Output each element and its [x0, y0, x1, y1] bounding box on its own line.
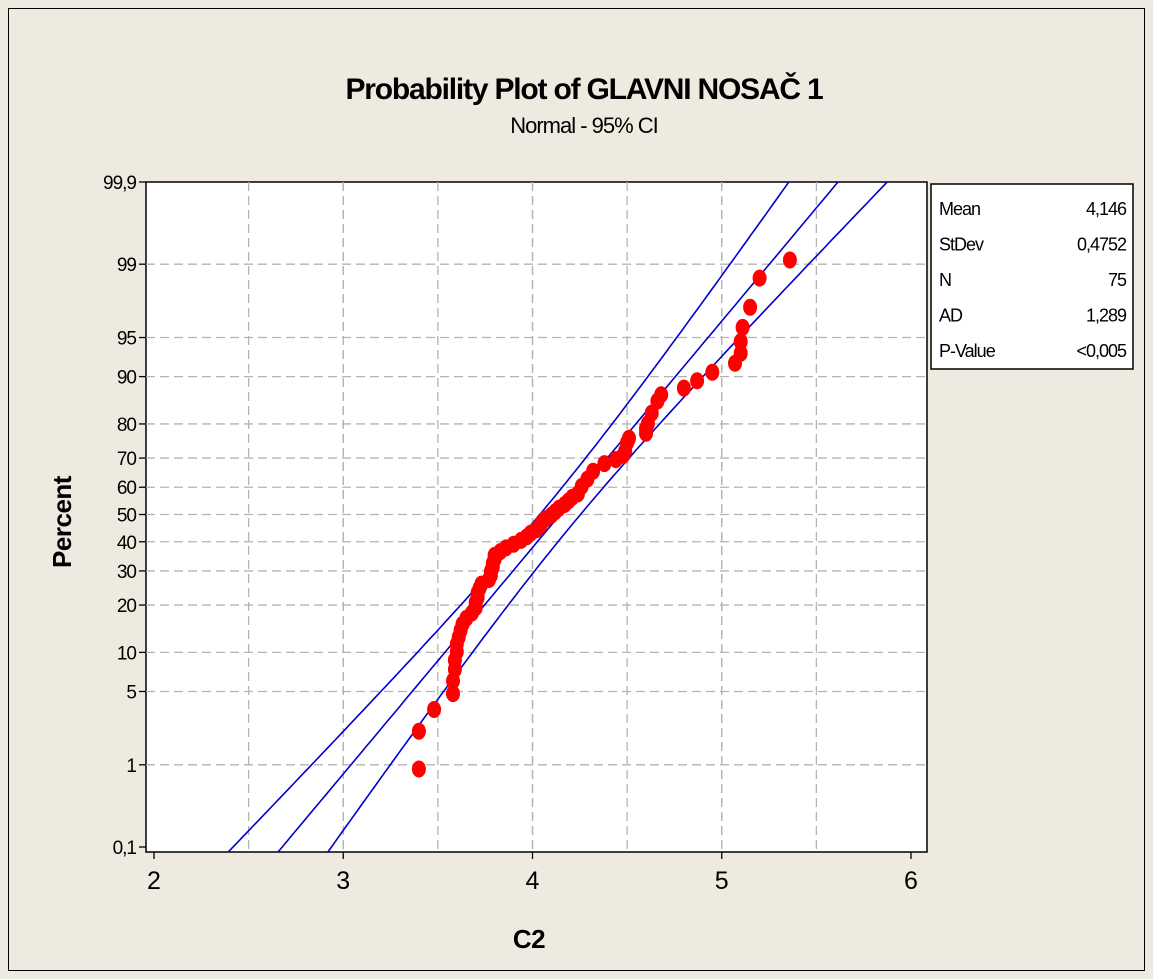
data-point: [705, 363, 720, 381]
plot-area: [145, 181, 928, 853]
y-tick-label: 60: [117, 478, 137, 499]
stat-value: 0,4752: [1077, 235, 1127, 255]
data-point: [411, 722, 426, 740]
chart-subtitle: Normal - 95% CI: [510, 113, 658, 138]
x-tick-label: 4: [526, 867, 540, 895]
data-point: [622, 429, 636, 447]
stat-label: Mean: [939, 199, 980, 219]
y-tick-label: 0,1: [113, 838, 137, 859]
y-tick-label: 50: [117, 506, 137, 527]
data-point: [733, 344, 748, 362]
x-tick-label: 6: [904, 867, 918, 895]
stats-legend-box: Mean 4,146 StDev 0,4752 N 75 AD 1,289 P-Value <0,…: [930, 183, 1134, 370]
gridlines: [146, 182, 927, 852]
data-points: [411, 251, 797, 778]
y-axis-label: Percent: [47, 475, 77, 568]
x-tick-label: 5: [715, 867, 729, 895]
data-point: [690, 372, 705, 390]
data-point: [654, 386, 669, 404]
y-tick-label: 40: [117, 533, 137, 554]
chart-frame: Probability Plot of GLAVNI NOSAČ 1 Norma…: [8, 8, 1145, 971]
data-point: [597, 455, 612, 473]
data-point: [733, 333, 748, 351]
data-point: [752, 269, 767, 287]
x-tick-label: 3: [336, 867, 350, 895]
y-tick-label: 99,9: [103, 173, 136, 194]
x-tick-label: 2: [147, 867, 161, 895]
stat-value: <0,005: [1076, 341, 1127, 361]
data-point: [411, 760, 426, 778]
stat-label: N: [939, 270, 951, 290]
chart-title: Probability Plot of GLAVNI NOSAČ 1: [345, 72, 823, 106]
data-point: [586, 462, 601, 480]
y-tick-label: 70: [117, 449, 137, 470]
y-axis-ticks: 0,1 1 5 10 20 30 40 50 60 70 80 90 95 99 99,9: [103, 173, 146, 859]
y-tick-label: 95: [117, 329, 137, 350]
stats-box-border: [930, 183, 1134, 370]
y-tick-label: 90: [117, 368, 137, 389]
x-axis-ticks: 2 3 4 5 6: [147, 852, 918, 895]
data-point: [735, 318, 750, 336]
x-axis-label: C2: [513, 924, 545, 954]
y-tick-label: 80: [117, 415, 137, 436]
stat-value: 4,146: [1086, 199, 1127, 219]
y-tick-label: 10: [117, 643, 137, 664]
y-tick-label: 5: [126, 682, 136, 703]
y-tick-label: 99: [117, 255, 137, 276]
data-point: [446, 685, 460, 703]
data-point: [782, 251, 797, 269]
ci-upper-line: [326, 182, 889, 852]
probability-plot-chart: Probability Plot of GLAVNI NOSAČ 1 Norma…: [47, 72, 1134, 954]
stat-label: P-Value: [939, 341, 996, 361]
stat-label: AD: [939, 306, 963, 326]
data-point: [676, 379, 691, 397]
stat-value: 75: [1108, 270, 1127, 290]
y-tick-label: 30: [117, 562, 137, 583]
y-tick-label: 1: [126, 756, 136, 777]
y-tick-label: 20: [117, 596, 137, 617]
stat-label: StDev: [939, 235, 984, 255]
data-point: [427, 701, 442, 718]
stat-value: 1,289: [1086, 306, 1127, 326]
data-point: [743, 298, 758, 316]
